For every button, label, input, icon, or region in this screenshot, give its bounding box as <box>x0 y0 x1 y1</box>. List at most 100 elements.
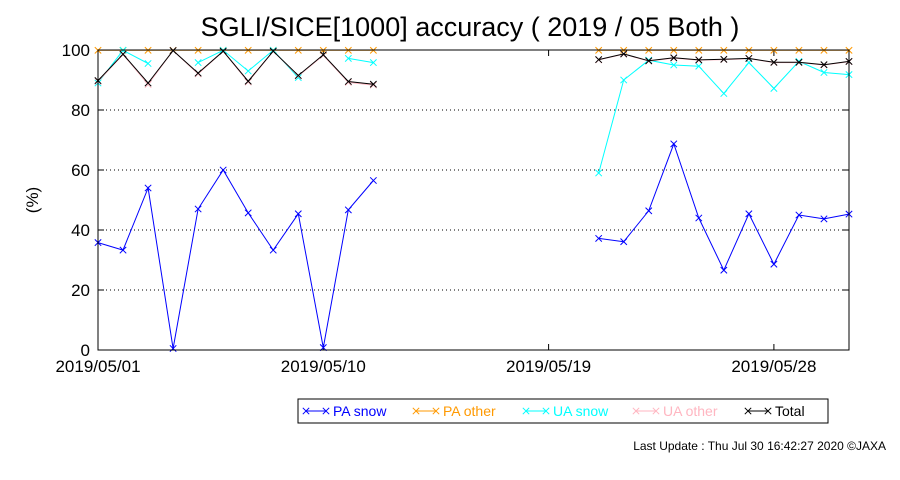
y-tick-label: 60 <box>71 161 90 180</box>
data-point-pa-snow <box>369 176 377 185</box>
series-total <box>94 47 853 88</box>
data-point-total <box>795 58 803 66</box>
data-point-ua-snow <box>144 59 152 68</box>
data-point-total <box>820 61 828 69</box>
x-tick-labels <box>97 50 775 350</box>
data-point-total <box>269 47 277 55</box>
data-point-pa-snow <box>795 211 803 219</box>
data-point-pa-snow <box>695 214 703 222</box>
series-line-total <box>97 49 374 85</box>
data-point-ua-other <box>244 78 252 86</box>
legend-item-total <box>744 407 772 415</box>
data-point-pa-snow <box>720 266 728 274</box>
data-point-pa-snow <box>219 166 227 174</box>
data-point-pa-snow <box>244 209 252 217</box>
chart-title: SGLI/SICE[1000] accuracy ( 2019 / 05 Bot… <box>201 12 740 42</box>
data-point-ua-snow <box>795 57 803 65</box>
data-point-total <box>720 55 728 63</box>
data-point-ua-snow <box>294 74 302 82</box>
series-line-pa-snow <box>97 169 374 349</box>
series-line-ua-snow <box>348 57 374 64</box>
data-point-pa-snow <box>144 184 152 192</box>
data-point-pa-snow <box>770 260 778 268</box>
data-point-ua-other <box>369 81 377 89</box>
data-point-pa-snow <box>269 246 277 254</box>
data-point-total <box>244 77 252 85</box>
legend <box>297 398 829 424</box>
legend-marker <box>412 407 420 415</box>
data-point-ua-snow <box>620 76 628 84</box>
last-update-text: Last Update : Thu Jul 30 16:42:27 2020 ©… <box>633 439 886 453</box>
legend-item-ua-snow <box>522 407 550 415</box>
legend-label: Total <box>775 403 805 419</box>
data-point-pa-snow <box>344 206 352 214</box>
data-point-ua-other <box>144 80 152 89</box>
data-point-ua-snow <box>695 62 703 70</box>
x-tick-label: 2019/05/19 <box>506 357 591 376</box>
data-point-pa-snow <box>745 210 753 218</box>
data-point-total <box>219 47 227 55</box>
data-point-ua-other <box>344 78 352 86</box>
y-tick-label: 0 <box>81 341 90 360</box>
data-point-ua-snow <box>344 54 352 62</box>
data-point-total <box>169 47 177 55</box>
data-point-total <box>645 57 653 65</box>
legend-marker <box>744 407 752 415</box>
data-point-pa-snow <box>119 246 127 254</box>
data-point-total <box>770 58 778 66</box>
data-point-ua-snow <box>670 61 678 69</box>
y-tick-label: 20 <box>71 281 90 300</box>
y-tick-label: 40 <box>71 221 90 240</box>
data-point-ua-snow <box>369 59 377 67</box>
data-point-total <box>294 71 302 80</box>
data-point-total <box>369 80 377 88</box>
legend-box <box>297 398 829 424</box>
data-point-ua-snow <box>770 84 778 92</box>
y-tick-labels <box>98 49 849 351</box>
x-tick-label: 2019/05/10 <box>281 357 366 376</box>
legend-marker <box>322 407 330 415</box>
data-point-ua-snow <box>244 67 252 75</box>
legend-item-pa-other <box>412 407 440 415</box>
legend-marker <box>652 407 660 415</box>
x-tick-label: 2019/05/01 <box>55 357 140 376</box>
series-line-ua-snow <box>197 49 299 78</box>
data-point-total <box>695 56 703 64</box>
y-axis-label: (%) <box>23 187 42 213</box>
plot-frame <box>97 49 850 351</box>
legend-marker <box>432 407 440 415</box>
y-gridlines <box>98 109 849 291</box>
series-line-ua-other <box>97 49 374 86</box>
legend-marker <box>522 407 530 415</box>
data-point-pa-snow <box>820 215 828 223</box>
legend-marker <box>632 407 640 415</box>
x-tick-label: 2019/05/28 <box>731 357 816 376</box>
legend-label: PA other <box>443 403 496 419</box>
y-tick-label: 100 <box>62 41 90 60</box>
data-point-pa-snow <box>169 344 177 353</box>
data-point-total <box>745 54 753 62</box>
series-line-pa-snow <box>598 142 850 272</box>
data-point-total <box>144 79 152 87</box>
legend-marker <box>542 407 550 415</box>
data-point-pa-snow <box>194 205 202 213</box>
data-point-ua-snow <box>194 59 202 67</box>
data-point-pa-snow <box>645 207 653 215</box>
legend-marker <box>764 407 772 415</box>
data-point-pa-snow <box>294 210 302 218</box>
y-tick-label: 80 <box>71 101 90 120</box>
data-point-total <box>620 50 628 58</box>
series-ua-snow <box>94 46 853 177</box>
legend-item-pa-snow <box>302 407 330 415</box>
data-point-pa-snow <box>595 234 603 242</box>
legend-marker <box>302 407 310 415</box>
data-point-total <box>595 56 603 64</box>
legend-label: UA other <box>663 403 718 419</box>
data-point-ua-snow <box>595 169 603 177</box>
data-point-ua-snow <box>720 89 728 98</box>
series-ua-other <box>94 47 853 89</box>
legend-item-ua-other <box>632 407 660 415</box>
data-point-total <box>319 51 327 59</box>
series-pa-snow <box>94 140 853 353</box>
